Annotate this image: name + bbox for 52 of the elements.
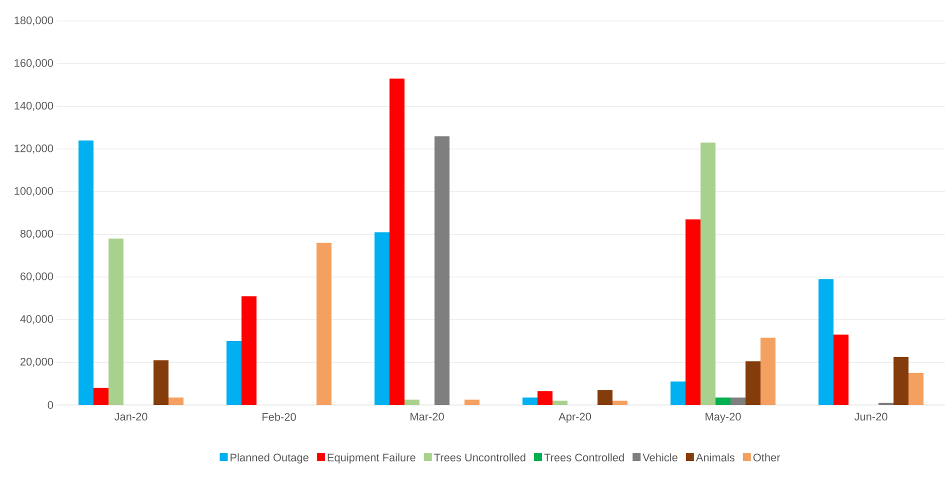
y-tick-label: 20,000 bbox=[20, 358, 54, 367]
legend-label: Planned Outage bbox=[230, 453, 308, 464]
bar bbox=[818, 279, 834, 405]
bar bbox=[834, 334, 849, 405]
y-tick-label: 100,000 bbox=[14, 187, 54, 196]
x-tick-label: Mar-20 bbox=[410, 412, 444, 421]
bar bbox=[434, 136, 450, 405]
y-tick-label: 80,000 bbox=[20, 230, 54, 239]
bar bbox=[670, 382, 686, 405]
bar bbox=[552, 400, 568, 405]
legend-label: Vehicle bbox=[642, 453, 678, 462]
bar bbox=[598, 390, 613, 405]
y-tick-label: 160,000 bbox=[14, 59, 54, 68]
bar bbox=[226, 341, 242, 405]
bar bbox=[404, 400, 420, 405]
legend-label: Equipment Failure bbox=[328, 453, 416, 464]
y-tick-label: 140,000 bbox=[14, 102, 54, 111]
bar bbox=[538, 391, 553, 405]
legend-label: Animals bbox=[696, 453, 734, 462]
bar bbox=[464, 400, 480, 405]
bar bbox=[908, 373, 924, 405]
bar bbox=[154, 360, 168, 405]
bar bbox=[316, 242, 332, 405]
bar bbox=[168, 398, 184, 405]
x-tick-label: Feb-20 bbox=[262, 412, 296, 421]
x-tick-label: Apr-20 bbox=[558, 412, 592, 423]
bar bbox=[108, 238, 124, 405]
y-tick-label: 40,000 bbox=[20, 315, 54, 324]
bar bbox=[390, 78, 405, 405]
bar bbox=[716, 398, 731, 405]
x-tick-label: Jan-20 bbox=[114, 412, 148, 421]
bar bbox=[760, 338, 776, 405]
bar bbox=[78, 140, 94, 405]
bar bbox=[94, 388, 108, 405]
bar bbox=[612, 400, 628, 405]
y-tick-label: 120,000 bbox=[14, 144, 54, 154]
bar bbox=[700, 142, 716, 405]
bar bbox=[242, 296, 257, 405]
legend-label: Trees Uncontrolled bbox=[434, 453, 526, 462]
bar bbox=[522, 398, 538, 405]
y-tick-label: 0 bbox=[48, 401, 54, 409]
legend-label: Other bbox=[753, 453, 780, 462]
y-tick-label: 180,000 bbox=[14, 16, 54, 26]
legend-label: Trees Controlled bbox=[544, 453, 624, 462]
x-tick-label: May-20 bbox=[706, 412, 741, 423]
bar bbox=[686, 219, 701, 405]
bar bbox=[730, 398, 746, 405]
bar bbox=[894, 357, 909, 405]
bar bbox=[374, 232, 390, 405]
x-tick-label: Jun-20 bbox=[854, 412, 888, 421]
y-tick-label: 60,000 bbox=[20, 272, 54, 282]
bar bbox=[746, 361, 761, 405]
